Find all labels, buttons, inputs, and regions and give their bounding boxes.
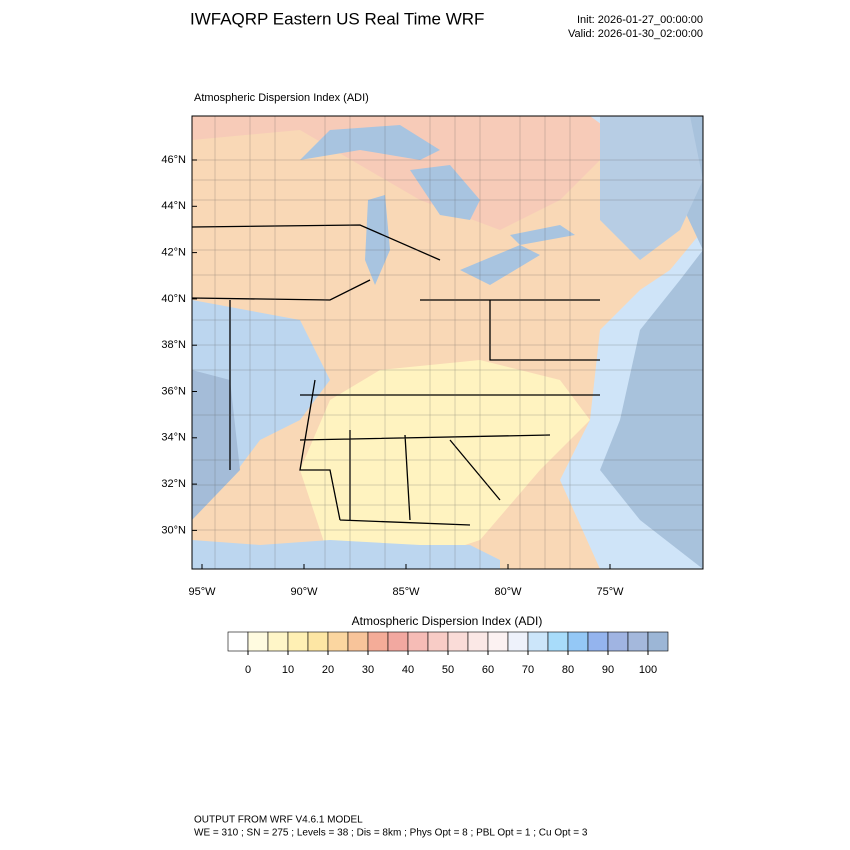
colorbar-box bbox=[307, 631, 329, 652]
colorbar-label: 100 bbox=[639, 664, 657, 676]
colorbar-box bbox=[447, 631, 469, 652]
map-subtitle: Atmospheric Dispersion Index (ADI) bbox=[194, 92, 369, 104]
colorbar-box bbox=[467, 631, 489, 652]
lon-label: 95°W bbox=[188, 586, 216, 598]
colorbar-box bbox=[367, 631, 389, 652]
colorbar-label: 20 bbox=[322, 664, 334, 676]
colorbar-label: 70 bbox=[522, 664, 534, 676]
colorbar-label: 60 bbox=[482, 664, 494, 676]
footer-line: WE = 310 ; SN = 275 ; Levels = 38 ; Dis … bbox=[194, 828, 588, 839]
lon-label: 90°W bbox=[290, 586, 318, 598]
colorbar-title: Atmospheric Dispersion Index (ADI) bbox=[352, 614, 543, 628]
colorbar-box bbox=[407, 631, 429, 652]
valid-time: Valid: 2026-01-30_02:00:00 bbox=[568, 28, 703, 40]
lat-label: 42°N bbox=[161, 247, 186, 259]
lat-label: 44°N bbox=[161, 200, 186, 212]
init-time: Init: 2026-01-27_00:00:00 bbox=[577, 14, 703, 26]
colorbar-box bbox=[527, 631, 549, 652]
colorbar-box bbox=[267, 631, 289, 652]
map-frame bbox=[191, 115, 704, 570]
footer-line: OUTPUT FROM WRF V4.6.1 MODEL bbox=[194, 815, 363, 826]
colorbar-box bbox=[627, 631, 649, 652]
colorbar-box bbox=[607, 631, 629, 652]
colorbar-label: 80 bbox=[562, 664, 574, 676]
lat-label: 38°N bbox=[161, 339, 186, 351]
colorbar-label: 10 bbox=[282, 664, 294, 676]
lat-label: 46°N bbox=[161, 154, 186, 166]
lat-label: 34°N bbox=[161, 432, 186, 444]
colorbar-box bbox=[587, 631, 609, 652]
colorbar-box bbox=[507, 631, 529, 652]
colorbar-box bbox=[487, 631, 509, 652]
colorbar-box bbox=[567, 631, 589, 652]
colorbar-box bbox=[287, 631, 309, 652]
lat-label: 30°N bbox=[161, 524, 186, 536]
colorbar-box bbox=[387, 631, 409, 652]
colorbar-box bbox=[327, 631, 349, 652]
colorbar-label: 40 bbox=[402, 664, 414, 676]
colorbar-box bbox=[247, 631, 269, 652]
colorbar-box bbox=[547, 631, 569, 652]
colorbar-label: 50 bbox=[442, 664, 454, 676]
lon-label: 75°W bbox=[596, 586, 624, 598]
colorbar-label: 90 bbox=[602, 664, 614, 676]
colorbar-box bbox=[347, 631, 369, 652]
colorbar-label: 0 bbox=[245, 664, 251, 676]
colorbar-box bbox=[427, 631, 449, 652]
lon-label: 80°W bbox=[494, 586, 522, 598]
lon-label: 85°W bbox=[392, 586, 420, 598]
colorbar-box bbox=[647, 631, 669, 652]
map-field bbox=[192, 116, 703, 569]
title: IWFAQRP Eastern US Real Time WRF bbox=[190, 9, 484, 28]
colorbar-box bbox=[227, 631, 249, 652]
lat-label: 32°N bbox=[161, 478, 186, 490]
lat-label: 40°N bbox=[161, 293, 186, 305]
colorbar-label: 30 bbox=[362, 664, 374, 676]
lat-label: 36°N bbox=[161, 385, 186, 397]
